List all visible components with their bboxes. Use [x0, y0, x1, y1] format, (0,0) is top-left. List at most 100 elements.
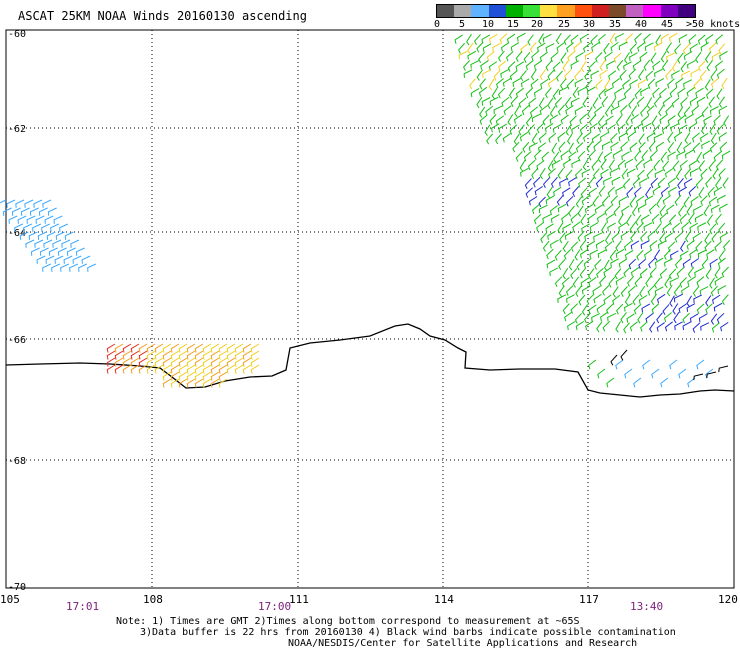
wind-barb: [469, 78, 476, 90]
wind-barb: [544, 87, 552, 99]
wind-barb: [667, 131, 674, 144]
wind-barb: [598, 122, 607, 133]
wind-barb: [598, 33, 606, 44]
wind-barb: [106, 350, 116, 360]
wind-barb: [662, 96, 671, 107]
wind-barb: [534, 185, 544, 196]
wind-barb: [553, 186, 562, 197]
wind-barb: [681, 70, 690, 79]
wind-barb: [154, 350, 164, 360]
wind-barb: [622, 79, 630, 90]
wind-barb: [539, 105, 548, 115]
wind-barb: [584, 69, 591, 81]
note-line-3: NOAA/NESDIS/Center for Satellite Applica…: [288, 638, 638, 649]
wind-barb: [202, 364, 212, 374]
time-label: 17:01: [66, 600, 99, 613]
wind-barb: [557, 132, 566, 142]
wind-barb: [693, 373, 704, 381]
wind-barb: [634, 186, 642, 198]
wind-barb: [54, 255, 64, 264]
wind-barb: [531, 204, 540, 215]
wind-barb: [706, 371, 717, 379]
wind-barb: [721, 294, 729, 306]
wind-barb: [554, 276, 563, 288]
wind-barb: [531, 113, 541, 123]
wind-barb: [682, 43, 691, 55]
wind-barb: [508, 87, 516, 99]
wind-barb: [615, 359, 624, 370]
wind-barb: [519, 131, 529, 142]
wind-barb: [597, 151, 604, 163]
wind-barb: [686, 303, 696, 312]
wind-barb: [520, 70, 527, 82]
wind-barb: [654, 249, 661, 261]
wind-barb: [557, 104, 565, 116]
wind-barb: [700, 322, 710, 331]
wind-barb: [500, 42, 510, 52]
wind-barb: [515, 151, 523, 162]
wind-barb: [649, 150, 658, 162]
wind-barb: [480, 60, 489, 70]
wind-barb: [693, 294, 703, 303]
wind-barb: [594, 259, 602, 270]
wind-barb: [595, 79, 603, 90]
wind-barb: [525, 187, 533, 198]
wind-barb: [566, 78, 575, 90]
wind-barb: [603, 294, 612, 305]
wind-barb: [578, 177, 587, 188]
wind-barb: [653, 42, 663, 51]
wind-barb: [630, 105, 638, 117]
wind-barb: [37, 231, 47, 240]
wind-barb: [242, 357, 252, 367]
wind-barb: [718, 250, 725, 262]
wind-barb: [545, 223, 554, 233]
wind-barb: [600, 158, 607, 171]
wind-barb: [610, 41, 619, 52]
wind-barb: [523, 151, 532, 162]
wind-barb: [625, 114, 632, 126]
wind-barb: [718, 132, 728, 142]
wind-barb: [597, 249, 607, 259]
colorbar-swatch: [523, 5, 541, 17]
wind-barb: [599, 69, 608, 79]
wind-barb: [540, 232, 548, 244]
wind-barb: [615, 115, 623, 127]
wind-barb: [500, 68, 510, 78]
wind-barb: [640, 115, 649, 126]
wind-barb: [593, 168, 600, 180]
wind-barb: [25, 239, 35, 248]
wind-barb: [684, 149, 694, 159]
wind-barb: [696, 151, 703, 164]
wind-barb: [495, 133, 502, 145]
wind-barb: [617, 123, 626, 134]
wind-barb: [647, 78, 656, 89]
wind-barb: [491, 87, 498, 100]
wind-barb: [607, 312, 617, 322]
wind-barb: [646, 97, 653, 109]
wind-barb: [576, 259, 584, 271]
wind-barb: [507, 33, 516, 44]
wind-barb: [603, 151, 613, 162]
wind-barb: [202, 343, 212, 353]
wind-barb: [575, 320, 585, 331]
wind-barb: [618, 258, 628, 268]
note-line-1: Note: 1) Times are GMT 2)Times along bot…: [116, 616, 580, 627]
wind-barb: [618, 213, 624, 226]
wind-barb: [548, 168, 556, 179]
wind-barb: [608, 70, 617, 81]
wind-barb: [571, 124, 580, 134]
wind-barb: [660, 33, 669, 43]
wind-barb: [476, 69, 483, 81]
wind-barb: [563, 158, 572, 169]
wind-barb: [130, 357, 140, 367]
wind-barb: [529, 41, 537, 53]
wind-barb: [454, 34, 463, 44]
wind-barb: [170, 364, 180, 374]
wind-barb: [512, 141, 520, 153]
wind-barb: [667, 115, 676, 125]
wind-barb: [498, 50, 505, 62]
wind-barb: [507, 61, 516, 72]
wind-barb: [710, 313, 718, 325]
wind-barb: [587, 106, 593, 118]
wind-barb: [531, 168, 539, 179]
